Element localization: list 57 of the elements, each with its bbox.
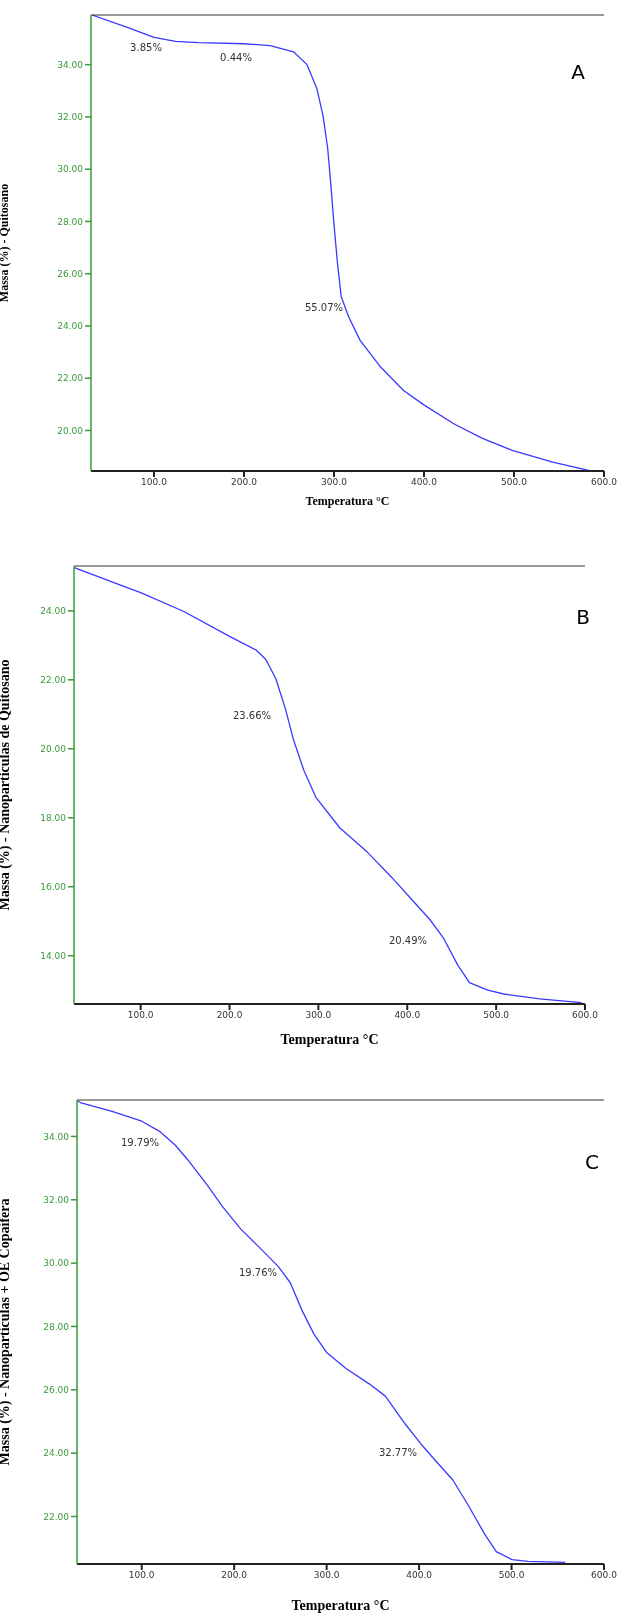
x-tick-label: 500.0 — [501, 477, 528, 488]
y-tick-label: 26.00 — [57, 268, 84, 279]
y-tick-label: 20.00 — [40, 743, 67, 754]
x-tick-label: 300.0 — [321, 477, 348, 488]
line-series — [77, 1100, 566, 1564]
y-tick-label: 22.00 — [43, 1511, 70, 1522]
y-tick-label: 30.00 — [43, 1258, 70, 1269]
x-axis-title: Temperatura °C — [305, 494, 390, 508]
annotation: 19.79% — [120, 1136, 160, 1148]
y-tick-label: 32.00 — [57, 112, 84, 123]
x-tick-label: 300.0 — [305, 1010, 332, 1021]
y-axis-title: Massa (%) - Quitosano — [0, 183, 12, 303]
y-tick-label: 18.00 — [40, 812, 67, 823]
y-tick-label: 32.00 — [43, 1194, 70, 1205]
annotation: A — [571, 60, 585, 84]
x-tick-label: 200.0 — [221, 1570, 248, 1581]
x-tick-label: 500.0 — [483, 1010, 510, 1021]
y-tick-label: 22.00 — [40, 675, 67, 686]
y-tick-label: 28.00 — [43, 1321, 70, 1332]
annotation: 32.77% — [378, 1446, 418, 1458]
y-tick-label: 24.00 — [57, 321, 84, 332]
x-tick-label: 500.0 — [498, 1570, 525, 1581]
x-tick-label: 300.0 — [313, 1570, 340, 1581]
annotation: C — [585, 1150, 599, 1174]
x-tick-label: 600.0 — [572, 1010, 599, 1021]
annotation: 55.07% — [304, 301, 344, 313]
annotation: 3.85% — [130, 41, 162, 53]
y-tick-label: 28.00 — [57, 216, 84, 227]
y-tick-label: 30.00 — [57, 164, 84, 175]
x-tick-label: 100.0 — [127, 1010, 154, 1021]
y-axis-title: Massa (%) - Nanoparticulas de Quitosano — [0, 659, 13, 911]
annotation: 19.76% — [238, 1266, 278, 1278]
line-series — [91, 15, 590, 471]
y-tick-label: 24.00 — [40, 606, 67, 617]
x-tick-label: 200.0 — [231, 477, 258, 488]
y-tick-label: 34.00 — [43, 1131, 70, 1142]
y-tick-label: 24.00 — [43, 1448, 70, 1459]
x-tick-label: 600.0 — [591, 1570, 618, 1581]
x-tick-label: 400.0 — [406, 1570, 433, 1581]
x-axis-title: Temperatura °C — [280, 1032, 379, 1047]
annotation: 23.66% — [232, 709, 272, 721]
x-tick-label: 400.0 — [394, 1010, 421, 1021]
x-axis-title: Temperatura °C — [291, 1598, 390, 1613]
x-tick-label: 400.0 — [411, 477, 438, 488]
y-tick-label: 16.00 — [40, 881, 67, 892]
annotation: 0.44% — [220, 51, 252, 63]
annotation: B — [576, 605, 590, 629]
y-tick-label: 14.00 — [40, 950, 67, 961]
annotation: 20.49% — [388, 934, 428, 946]
x-tick-label: 100.0 — [128, 1570, 155, 1581]
x-tick-label: 600.0 — [591, 477, 618, 488]
y-tick-label: 20.00 — [57, 425, 84, 436]
x-tick-label: 100.0 — [141, 477, 168, 488]
x-tick-label: 200.0 — [216, 1010, 243, 1021]
y-tick-label: 34.00 — [57, 59, 84, 70]
y-tick-label: 22.00 — [57, 373, 84, 384]
y-tick-label: 26.00 — [43, 1385, 70, 1395]
